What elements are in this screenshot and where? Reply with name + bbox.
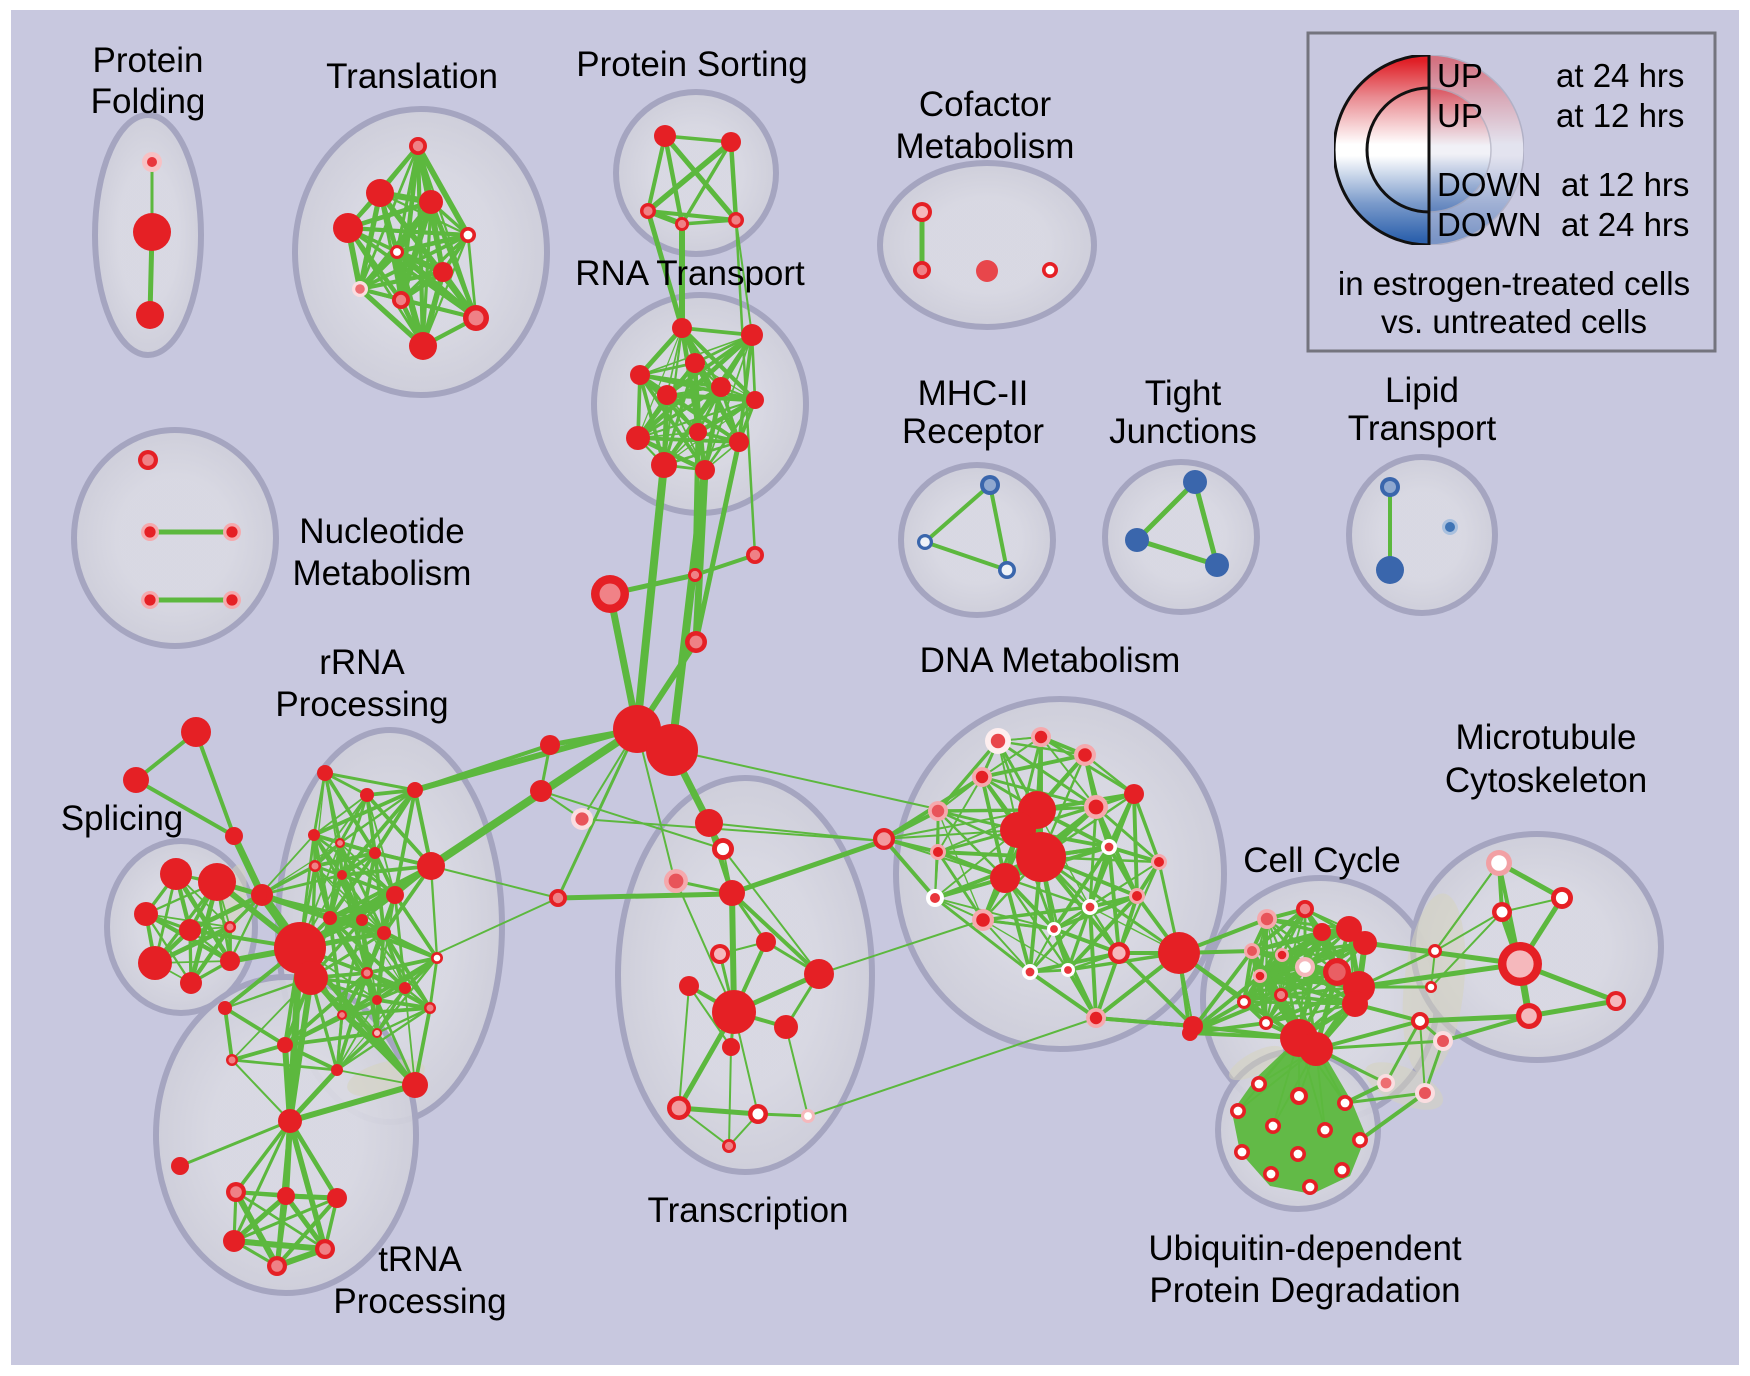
svg-text:DOWN: DOWN [1437, 206, 1541, 243]
svg-text:Microtubule: Microtubule [1456, 718, 1637, 757]
svg-text:rRNA: rRNA [319, 643, 405, 682]
svg-text:at 24 hrs: at 24 hrs [1561, 206, 1689, 243]
svg-text:RNA Transport: RNA Transport [575, 254, 805, 293]
svg-text:Splicing: Splicing [61, 799, 184, 838]
svg-text:in estrogen-treated cells: in estrogen-treated cells [1338, 265, 1690, 302]
svg-text:Junctions: Junctions [1109, 412, 1257, 451]
svg-text:Cofactor: Cofactor [919, 85, 1052, 124]
svg-text:tRNA: tRNA [378, 1240, 462, 1279]
svg-text:Protein Sorting: Protein Sorting [576, 45, 808, 84]
svg-text:at 12 hrs: at 12 hrs [1556, 97, 1684, 134]
svg-text:Nucleotide: Nucleotide [299, 512, 464, 551]
svg-text:Cell Cycle: Cell Cycle [1243, 841, 1401, 880]
svg-text:Tight: Tight [1145, 374, 1222, 413]
svg-text:Metabolism: Metabolism [293, 554, 472, 593]
svg-text:Ubiquitin-dependent: Ubiquitin-dependent [1148, 1229, 1462, 1268]
svg-text:Protein Degradation: Protein Degradation [1149, 1271, 1460, 1310]
svg-text:at 12 hrs: at 12 hrs [1561, 166, 1689, 203]
svg-text:MHC-II: MHC-II [918, 374, 1029, 413]
svg-text:UP: UP [1437, 97, 1483, 134]
svg-text:Processing: Processing [333, 1282, 506, 1321]
svg-text:Transport: Transport [1348, 409, 1497, 448]
svg-text:Translation: Translation [326, 57, 498, 96]
svg-text:vs. untreated cells: vs. untreated cells [1381, 303, 1647, 340]
svg-text:UP: UP [1437, 57, 1483, 94]
svg-text:DOWN: DOWN [1437, 166, 1541, 203]
svg-text:Receptor: Receptor [902, 412, 1044, 451]
svg-text:Cytoskeleton: Cytoskeleton [1445, 761, 1647, 800]
svg-text:Transcription: Transcription [648, 1191, 849, 1230]
svg-text:at 24 hrs: at 24 hrs [1556, 57, 1684, 94]
svg-text:Lipid: Lipid [1385, 371, 1459, 410]
svg-text:Metabolism: Metabolism [896, 127, 1075, 166]
svg-text:DNA Metabolism: DNA Metabolism [920, 641, 1181, 680]
svg-text:Folding: Folding [91, 82, 206, 121]
svg-text:Protein: Protein [93, 41, 204, 80]
svg-text:Processing: Processing [275, 685, 448, 724]
